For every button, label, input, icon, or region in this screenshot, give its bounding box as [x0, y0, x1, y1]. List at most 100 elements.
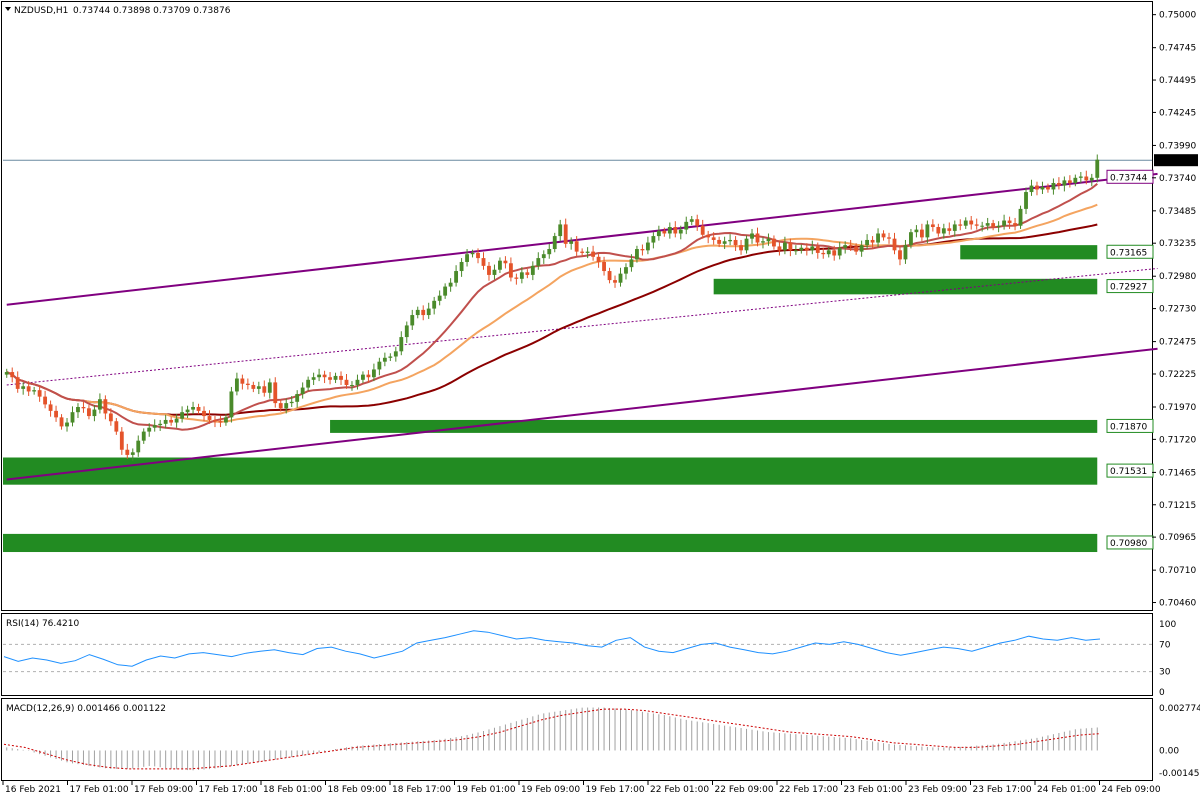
price-tick-label: 0.71215: [1159, 501, 1196, 511]
candle-up: [1062, 180, 1067, 186]
candle-up: [728, 239, 733, 242]
candle-up: [295, 394, 300, 402]
candle-up: [70, 412, 75, 423]
candle-up: [147, 427, 152, 432]
candle-up: [92, 409, 97, 417]
rsi-panel: RSI(14) 76.4210 100 70 30 0: [3, 619, 1176, 698]
candle-up: [826, 250, 831, 255]
candle-down: [788, 242, 793, 251]
support-zone: [330, 419, 1098, 433]
candle-down: [695, 219, 700, 226]
candle-up: [766, 238, 771, 242]
candle-up: [4, 372, 9, 375]
support-zone: [713, 278, 1098, 295]
candle-down: [804, 247, 809, 251]
candle-up: [624, 267, 628, 274]
rsi-panel-frame: [1, 613, 1153, 696]
candle-down: [476, 252, 480, 259]
candle-up: [859, 245, 864, 252]
candle-up: [996, 225, 1001, 228]
candle-down: [108, 413, 113, 422]
candle-down: [870, 239, 875, 243]
candle-up: [180, 412, 185, 419]
rsi-level-label: 0: [1159, 688, 1165, 698]
candle-up: [651, 236, 656, 243]
candle-down: [1035, 185, 1039, 190]
channel-lower-line: [6, 347, 1158, 481]
candle-up: [1073, 177, 1078, 183]
candle-down: [777, 246, 782, 251]
candle-down: [1084, 176, 1089, 181]
candle-up: [152, 425, 157, 428]
candle-down: [936, 227, 941, 234]
candle-down: [733, 239, 738, 246]
rsi-level-label: 70: [1159, 640, 1171, 650]
macd-panel: MACD(12,26,9) 0.001466 0.001122 0.002774 0…: [3, 704, 1200, 779]
candle-up: [1002, 220, 1007, 226]
candle-up: [744, 238, 749, 251]
candle-down: [711, 237, 716, 240]
candle-up: [399, 337, 404, 352]
candle-up: [174, 418, 179, 423]
candle-down: [881, 233, 886, 238]
candle-up: [470, 252, 475, 255]
candle-up: [843, 245, 848, 248]
candle-up: [585, 251, 590, 253]
candle-up: [350, 384, 354, 386]
candle-down: [240, 378, 245, 384]
trend-lines: 0.73744: [3, 159, 1158, 481]
candle-down: [591, 251, 596, 257]
main-panel-frame: [1, 1, 1153, 611]
time-tick-label: 24 Feb 09:00: [1102, 785, 1161, 795]
price-tick-label: 0.70460: [1159, 599, 1196, 609]
channel-label: 0.73744: [1110, 173, 1147, 183]
rsi-label: RSI(14) 76.4210: [6, 619, 79, 629]
candle-down: [103, 399, 108, 414]
candle-down: [196, 407, 201, 411]
candle-down: [251, 384, 256, 389]
candle-up: [689, 219, 694, 222]
support-zone-label-box: [1106, 244, 1154, 259]
candle-up: [903, 245, 908, 260]
candle-up: [656, 230, 661, 237]
dotted-trend-line: [6, 267, 1158, 386]
menu-triangle-icon[interactable]: [5, 7, 11, 11]
time-tick-label: 23 Feb 17:00: [973, 785, 1032, 795]
support-zone-label: 0.73165: [1110, 248, 1147, 258]
candle-down: [887, 237, 891, 239]
candle-up: [437, 295, 442, 301]
candle-down: [508, 263, 513, 278]
candle-down: [755, 233, 760, 243]
candle-down: [421, 309, 426, 316]
price-tick-label: 0.71465: [1159, 468, 1196, 478]
price-tick-label: 0.70965: [1159, 533, 1196, 543]
macd-tick-label: 0.002774: [1159, 704, 1200, 714]
price-tick-label: 0.73990: [1159, 141, 1196, 151]
candle-up: [541, 254, 546, 259]
time-tick-label: 19 Feb 17:00: [586, 785, 645, 795]
candle-down: [574, 241, 579, 252]
candle-up: [678, 229, 683, 234]
channel-label-box: [1106, 169, 1154, 184]
candle-down: [1067, 180, 1072, 183]
candle-up: [256, 386, 261, 389]
candle-down: [602, 261, 606, 272]
price-tick-label: 0.72475: [1159, 338, 1196, 348]
candle-down: [273, 382, 278, 404]
candle-up: [163, 419, 168, 424]
candle-down: [974, 224, 979, 226]
time-tick-label: 19 Feb 09:00: [521, 785, 580, 795]
candle-up: [837, 247, 842, 256]
candle-down: [43, 396, 48, 405]
candle-up: [377, 361, 382, 370]
candle-down: [26, 386, 31, 392]
candle-down: [514, 277, 519, 279]
macd-tick-label: -0.001459: [1159, 769, 1200, 779]
support-zone-label-box: [1106, 418, 1154, 433]
candle-up: [284, 403, 289, 409]
price-tick-label: 0.73740: [1159, 174, 1196, 184]
candle-down: [169, 419, 174, 423]
current-price-tag: [1154, 154, 1198, 167]
support-zone: [3, 533, 1098, 553]
candle-down: [218, 421, 223, 423]
